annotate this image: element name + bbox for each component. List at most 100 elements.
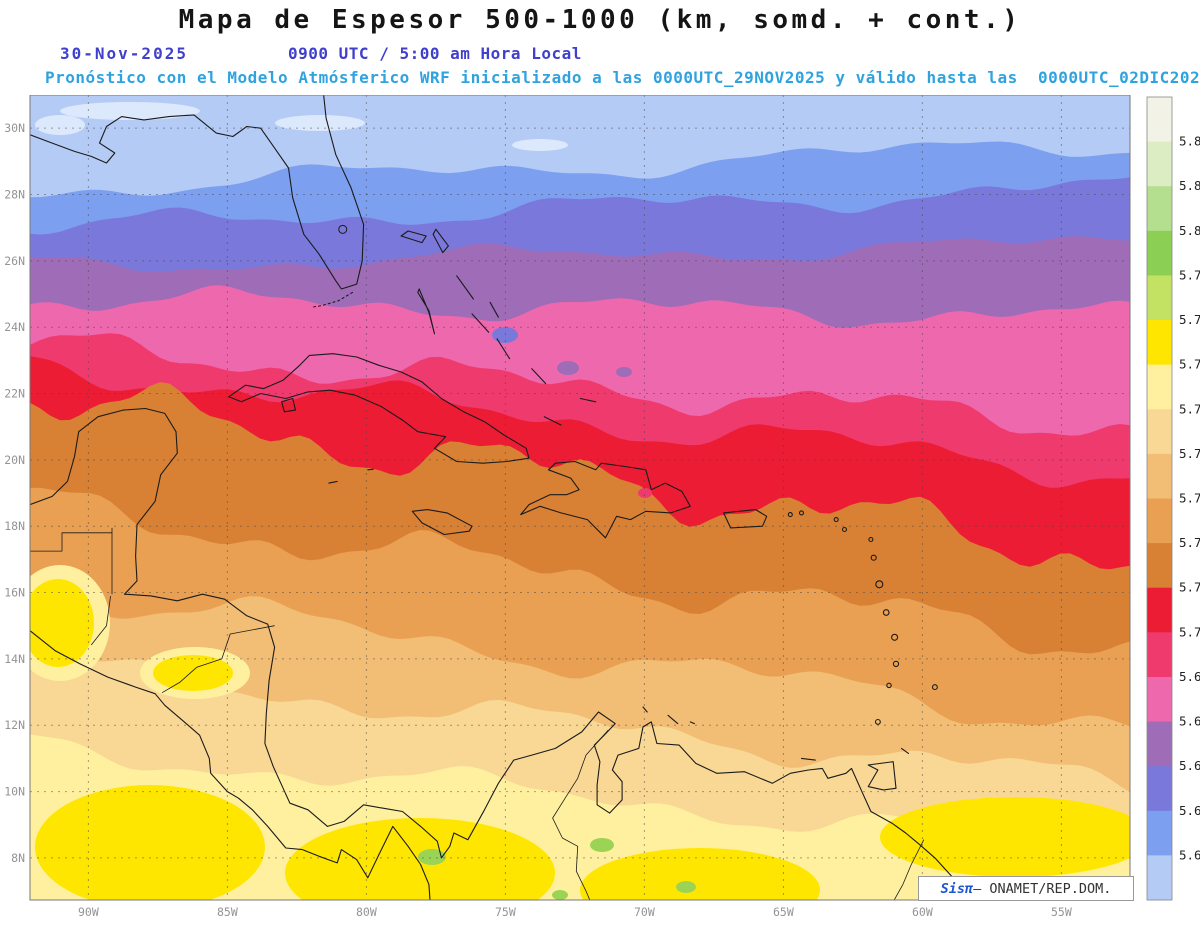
page-title: Mapa de Espesor 500-1000 (km, somd. + co… <box>178 5 1022 35</box>
grand-cayman <box>328 480 338 484</box>
lat-label: 28N <box>4 188 25 202</box>
contour-pocket <box>35 115 85 135</box>
colorbar-tick-label: 5.64 <box>1179 847 1200 862</box>
colorbar-segment <box>1147 543 1172 589</box>
colorbar-segment <box>1147 275 1172 321</box>
model-forecast-line: Pronóstico con el Modelo Atmósferico WRF… <box>45 68 1200 87</box>
colorbar-tick-label: 5.772 <box>1179 357 1200 372</box>
colorbar-segment <box>1147 587 1172 633</box>
curacao <box>667 714 679 725</box>
lat-label: 16N <box>4 586 25 600</box>
turks-caicos <box>579 397 597 403</box>
colorbar-tick-label: 5.724 <box>1179 535 1200 550</box>
lat-label: 30N <box>4 121 25 135</box>
lesser-antilles-island <box>931 684 938 691</box>
lesser-antilles-island <box>875 580 884 589</box>
lake-okeechobee <box>338 224 348 234</box>
border-mexico-guatemala <box>30 532 112 552</box>
margarita <box>800 757 816 761</box>
watermark-brand: Sisπ <box>940 880 974 897</box>
lat-label: 12N <box>4 718 25 732</box>
contour-pocket <box>418 849 446 865</box>
lesser-antilles-island <box>798 510 805 516</box>
contour-pocket <box>676 881 696 893</box>
contour-pocket <box>552 890 568 900</box>
contour-pocket <box>35 785 265 900</box>
contour-pocket <box>590 838 614 852</box>
colorbar-segment <box>1147 186 1172 232</box>
colorbar-tick-label: 5.831 <box>1179 134 1200 149</box>
header: Mapa de Espesor 500-1000 (km, somd. + co… <box>0 0 1200 95</box>
watermark-box: Sisπ – ONAMET/REP.DOM. <box>918 876 1134 901</box>
lesser-antilles-island <box>886 682 892 689</box>
lon-label: 70W <box>634 905 655 919</box>
lat-label: 22N <box>4 387 25 401</box>
lesser-antilles-island <box>882 609 890 616</box>
lon-label: 60W <box>912 905 933 919</box>
contour-pocket <box>580 848 820 900</box>
pacific-central-america-coastline <box>30 630 431 900</box>
colorbar-tick-label: 5.688 <box>1179 669 1200 684</box>
watermark-org: – ONAMET/REP.DOM. <box>973 880 1112 897</box>
florida-keys <box>310 291 354 308</box>
grand-bahama <box>400 230 427 244</box>
colorbar-segment <box>1147 676 1172 723</box>
colorbar-tick-label: 5.76 <box>1179 401 1200 416</box>
lon-label: 75W <box>495 905 516 919</box>
yucatan-central-america-south-america-coastline <box>30 407 971 900</box>
valid-time-label: 0900 UTC / 5:00 am Hora Local <box>288 44 582 63</box>
grid-lines <box>30 95 1130 900</box>
acklins <box>531 368 547 385</box>
contour-pocket <box>557 361 579 375</box>
colorbar-tick-label: 5.676 <box>1179 714 1200 729</box>
map-area: 30N 28N 26N 24N 22N 20N 18N 16N 14N 12N 10N 8N 90W 85… <box>0 94 1200 927</box>
lon-label: 55W <box>1051 905 1072 919</box>
aruba <box>642 706 648 713</box>
coastlines <box>30 95 971 900</box>
thickness-contour-map: 30N 28N 26N 24N 22N 20N 18N 16N 14N 12N 10N 8N 90W 85… <box>4 94 1200 919</box>
colorbar-tick-label: 5.664 <box>1179 758 1200 773</box>
contour-pocket <box>153 655 233 691</box>
colorbar: 5.831 5.819 5.807 5.795 5.783 5.772 5.76 5.748 5… <box>1146 96 1200 901</box>
contour-pocket <box>512 139 568 151</box>
puerto-rico-coastline <box>723 509 768 529</box>
trinidad-coastline <box>867 761 897 791</box>
lat-label: 18N <box>4 519 25 533</box>
lesser-antilles-island <box>787 512 793 518</box>
colorbar-segment <box>1147 632 1172 678</box>
tobago <box>900 747 910 754</box>
colorbar-segment <box>1147 409 1172 455</box>
colorbar-segment <box>1147 855 1172 901</box>
lat-label: 10N <box>4 785 25 799</box>
lon-label: 90W <box>78 905 99 919</box>
bonaire <box>689 721 695 725</box>
colorbar-segment <box>1147 721 1172 767</box>
lat-label: 26N <box>4 254 25 268</box>
lesser-antilles-island <box>874 718 881 725</box>
valid-date-label: 30-Nov-2025 <box>60 44 188 63</box>
contour-field <box>30 95 1130 900</box>
colorbar-frame <box>1146 96 1173 901</box>
colorbar-tick-label: 5.819 <box>1179 178 1200 193</box>
colorbar-tick-label: 5.807 <box>1179 223 1200 238</box>
contour-pocket <box>30 579 94 667</box>
colorbar-tick-label: 5.7 <box>1179 624 1200 639</box>
colorbar-segment <box>1147 320 1172 366</box>
colorbar-tick-label: 5.748 <box>1179 446 1200 461</box>
jamaica-coastline <box>411 509 473 536</box>
long-island-bahamas <box>496 338 511 360</box>
lat-label: 8N <box>11 851 25 865</box>
colorbar-tick-label: 5.736 <box>1179 491 1200 506</box>
lat-label: 20N <box>4 453 25 467</box>
border-honduras-nicaragua <box>161 625 275 694</box>
axis-labels: 30N 28N 26N 24N 22N 20N 18N 16N 14N 12N 10N 8N 90W 85… <box>4 121 1072 919</box>
colorbar-tick-label: 5.652 <box>1179 803 1200 818</box>
contour-pocket <box>275 115 365 131</box>
lesser-antilles-island <box>868 536 874 543</box>
isla-juventud <box>281 397 297 413</box>
lesser-antilles-island <box>870 554 877 561</box>
colorbar-segment <box>1147 766 1172 812</box>
border-colombia-venezuela <box>552 729 609 900</box>
map-frame <box>29 94 1131 901</box>
